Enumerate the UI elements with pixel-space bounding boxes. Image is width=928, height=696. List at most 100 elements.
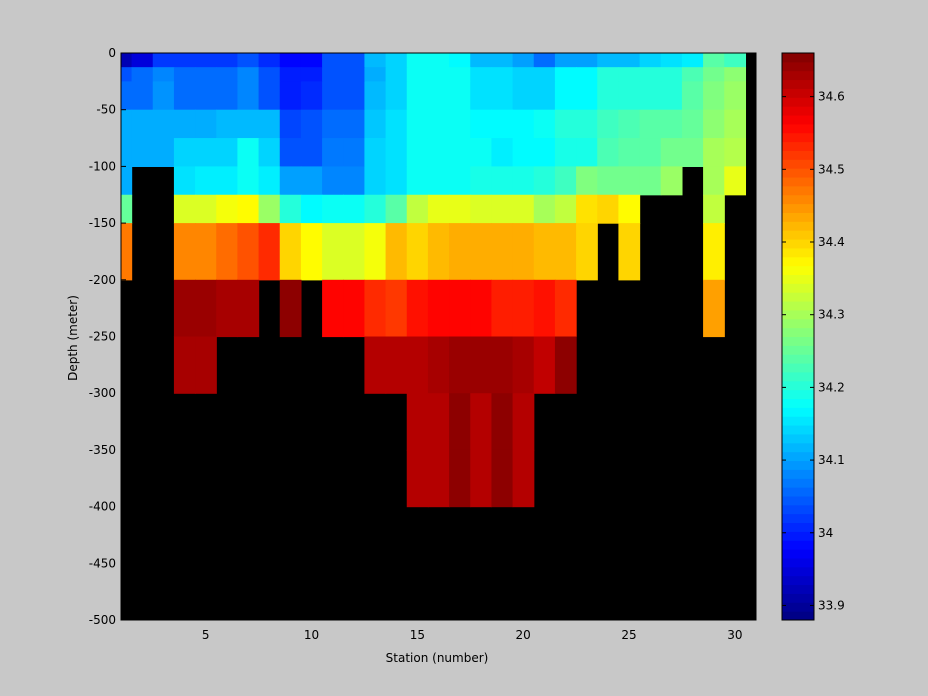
heatmap-cell — [279, 138, 302, 167]
colorbar-swatch — [782, 416, 814, 426]
heatmap-cell — [427, 279, 450, 338]
heatmap-cell — [449, 449, 471, 508]
heatmap-cell — [597, 109, 620, 139]
y-tick-label: -450 — [89, 556, 116, 570]
heatmap-cell — [121, 194, 133, 224]
heatmap-cell — [258, 223, 281, 281]
heatmap-cell — [322, 166, 344, 196]
heatmap-cell — [385, 67, 408, 82]
heatmap-cell — [533, 279, 556, 338]
colorbar-swatch — [782, 433, 814, 444]
colorbar-swatch — [782, 159, 814, 169]
colorbar-swatch — [782, 451, 814, 462]
heatmap-cell — [470, 336, 493, 394]
colorbar-tick-label: 34.5 — [818, 162, 845, 176]
heatmap-cell — [576, 166, 598, 196]
heatmap-cell — [427, 393, 450, 451]
heatmap-cell — [385, 279, 408, 338]
heatmap-cell — [258, 81, 281, 111]
heatmap-cell — [533, 138, 556, 167]
heatmap-cell — [491, 393, 514, 451]
y-tick-label: -350 — [89, 443, 116, 457]
heatmap-cell — [660, 67, 683, 82]
colorbar-swatch — [782, 593, 814, 603]
heatmap-cell — [512, 53, 535, 68]
heatmap-cell — [385, 109, 408, 139]
colorbar-swatch — [782, 549, 814, 559]
heatmap-cell — [449, 67, 471, 82]
y-tick-label: -250 — [89, 330, 116, 344]
heatmap-cell — [554, 194, 577, 224]
heatmap-cell — [427, 109, 450, 139]
heatmap-cell — [512, 194, 535, 224]
colorbar-swatch — [782, 221, 814, 231]
heatmap-cell — [279, 67, 302, 82]
heatmap-cell — [322, 67, 344, 82]
heatmap-cell — [173, 53, 196, 68]
heatmap-cell — [427, 53, 450, 68]
heatmap-cell — [554, 166, 577, 196]
colorbar-swatch — [782, 150, 814, 160]
heatmap-cell — [703, 109, 725, 139]
heatmap-cell — [279, 166, 302, 196]
heatmap-cell — [554, 53, 577, 68]
heatmap-cell — [639, 81, 662, 111]
heatmap-cell — [576, 223, 598, 281]
heatmap-cell — [724, 166, 747, 196]
colorbar-swatch — [782, 602, 814, 612]
heatmap-cell — [449, 223, 471, 281]
heatmap-cell — [300, 194, 323, 224]
heatmap-cell — [152, 109, 175, 139]
heatmap-cell — [216, 223, 239, 281]
heatmap-cell — [279, 81, 302, 111]
heatmap-cell — [216, 194, 239, 224]
heatmap-cell — [258, 138, 281, 167]
colorbar-swatch — [782, 566, 814, 577]
heatmap-plot-area — [120, 52, 757, 621]
colorbar-swatch — [782, 363, 814, 373]
colorbar-swatch — [782, 97, 814, 107]
heatmap-cell — [703, 67, 725, 82]
heatmap-cell — [533, 336, 556, 394]
colorbar-swatch — [782, 212, 814, 222]
y-tick-label: 0 — [108, 46, 116, 60]
heatmap-cell — [470, 53, 493, 68]
heatmap-cell — [364, 81, 387, 111]
colorbar-swatch — [782, 79, 814, 89]
colorbar-swatch — [782, 380, 814, 391]
heatmap-cell — [512, 336, 535, 394]
heatmap-cell — [406, 279, 429, 338]
heatmap-cell — [597, 194, 620, 224]
heatmap-cell — [703, 81, 725, 111]
heatmap-cell — [449, 53, 471, 68]
heatmap-cell — [491, 138, 514, 167]
colorbar-swatch — [782, 327, 814, 337]
heatmap-cell — [173, 166, 196, 196]
heatmap-cell — [385, 81, 408, 111]
heatmap-cell — [216, 53, 239, 68]
heatmap-cell — [597, 67, 620, 82]
heatmap-cell — [660, 81, 683, 111]
heatmap-cell — [533, 194, 556, 224]
heatmap-cell — [343, 194, 366, 224]
heatmap-cell — [533, 223, 556, 281]
heatmap-cell — [121, 81, 133, 111]
heatmap-cell — [618, 166, 641, 196]
heatmap-cell — [491, 109, 514, 139]
heatmap-cell — [554, 67, 577, 82]
heatmap-cell — [343, 223, 366, 281]
heatmap-cell — [724, 67, 747, 82]
x-tick-label: 30 — [727, 628, 742, 642]
colorbar-swatch — [782, 442, 814, 453]
colorbar-tick-label: 34.6 — [818, 90, 845, 104]
heatmap-cell — [173, 194, 196, 224]
heatmap-cell — [195, 81, 217, 111]
colorbar-tick-label: 34.1 — [818, 453, 845, 467]
colorbar-swatch — [782, 141, 814, 151]
heatmap-cell — [491, 166, 514, 196]
colorbar-swatch — [782, 53, 814, 63]
colorbar-swatch — [782, 336, 814, 346]
heatmap-cell — [470, 67, 493, 82]
heatmap-cell — [279, 223, 302, 281]
